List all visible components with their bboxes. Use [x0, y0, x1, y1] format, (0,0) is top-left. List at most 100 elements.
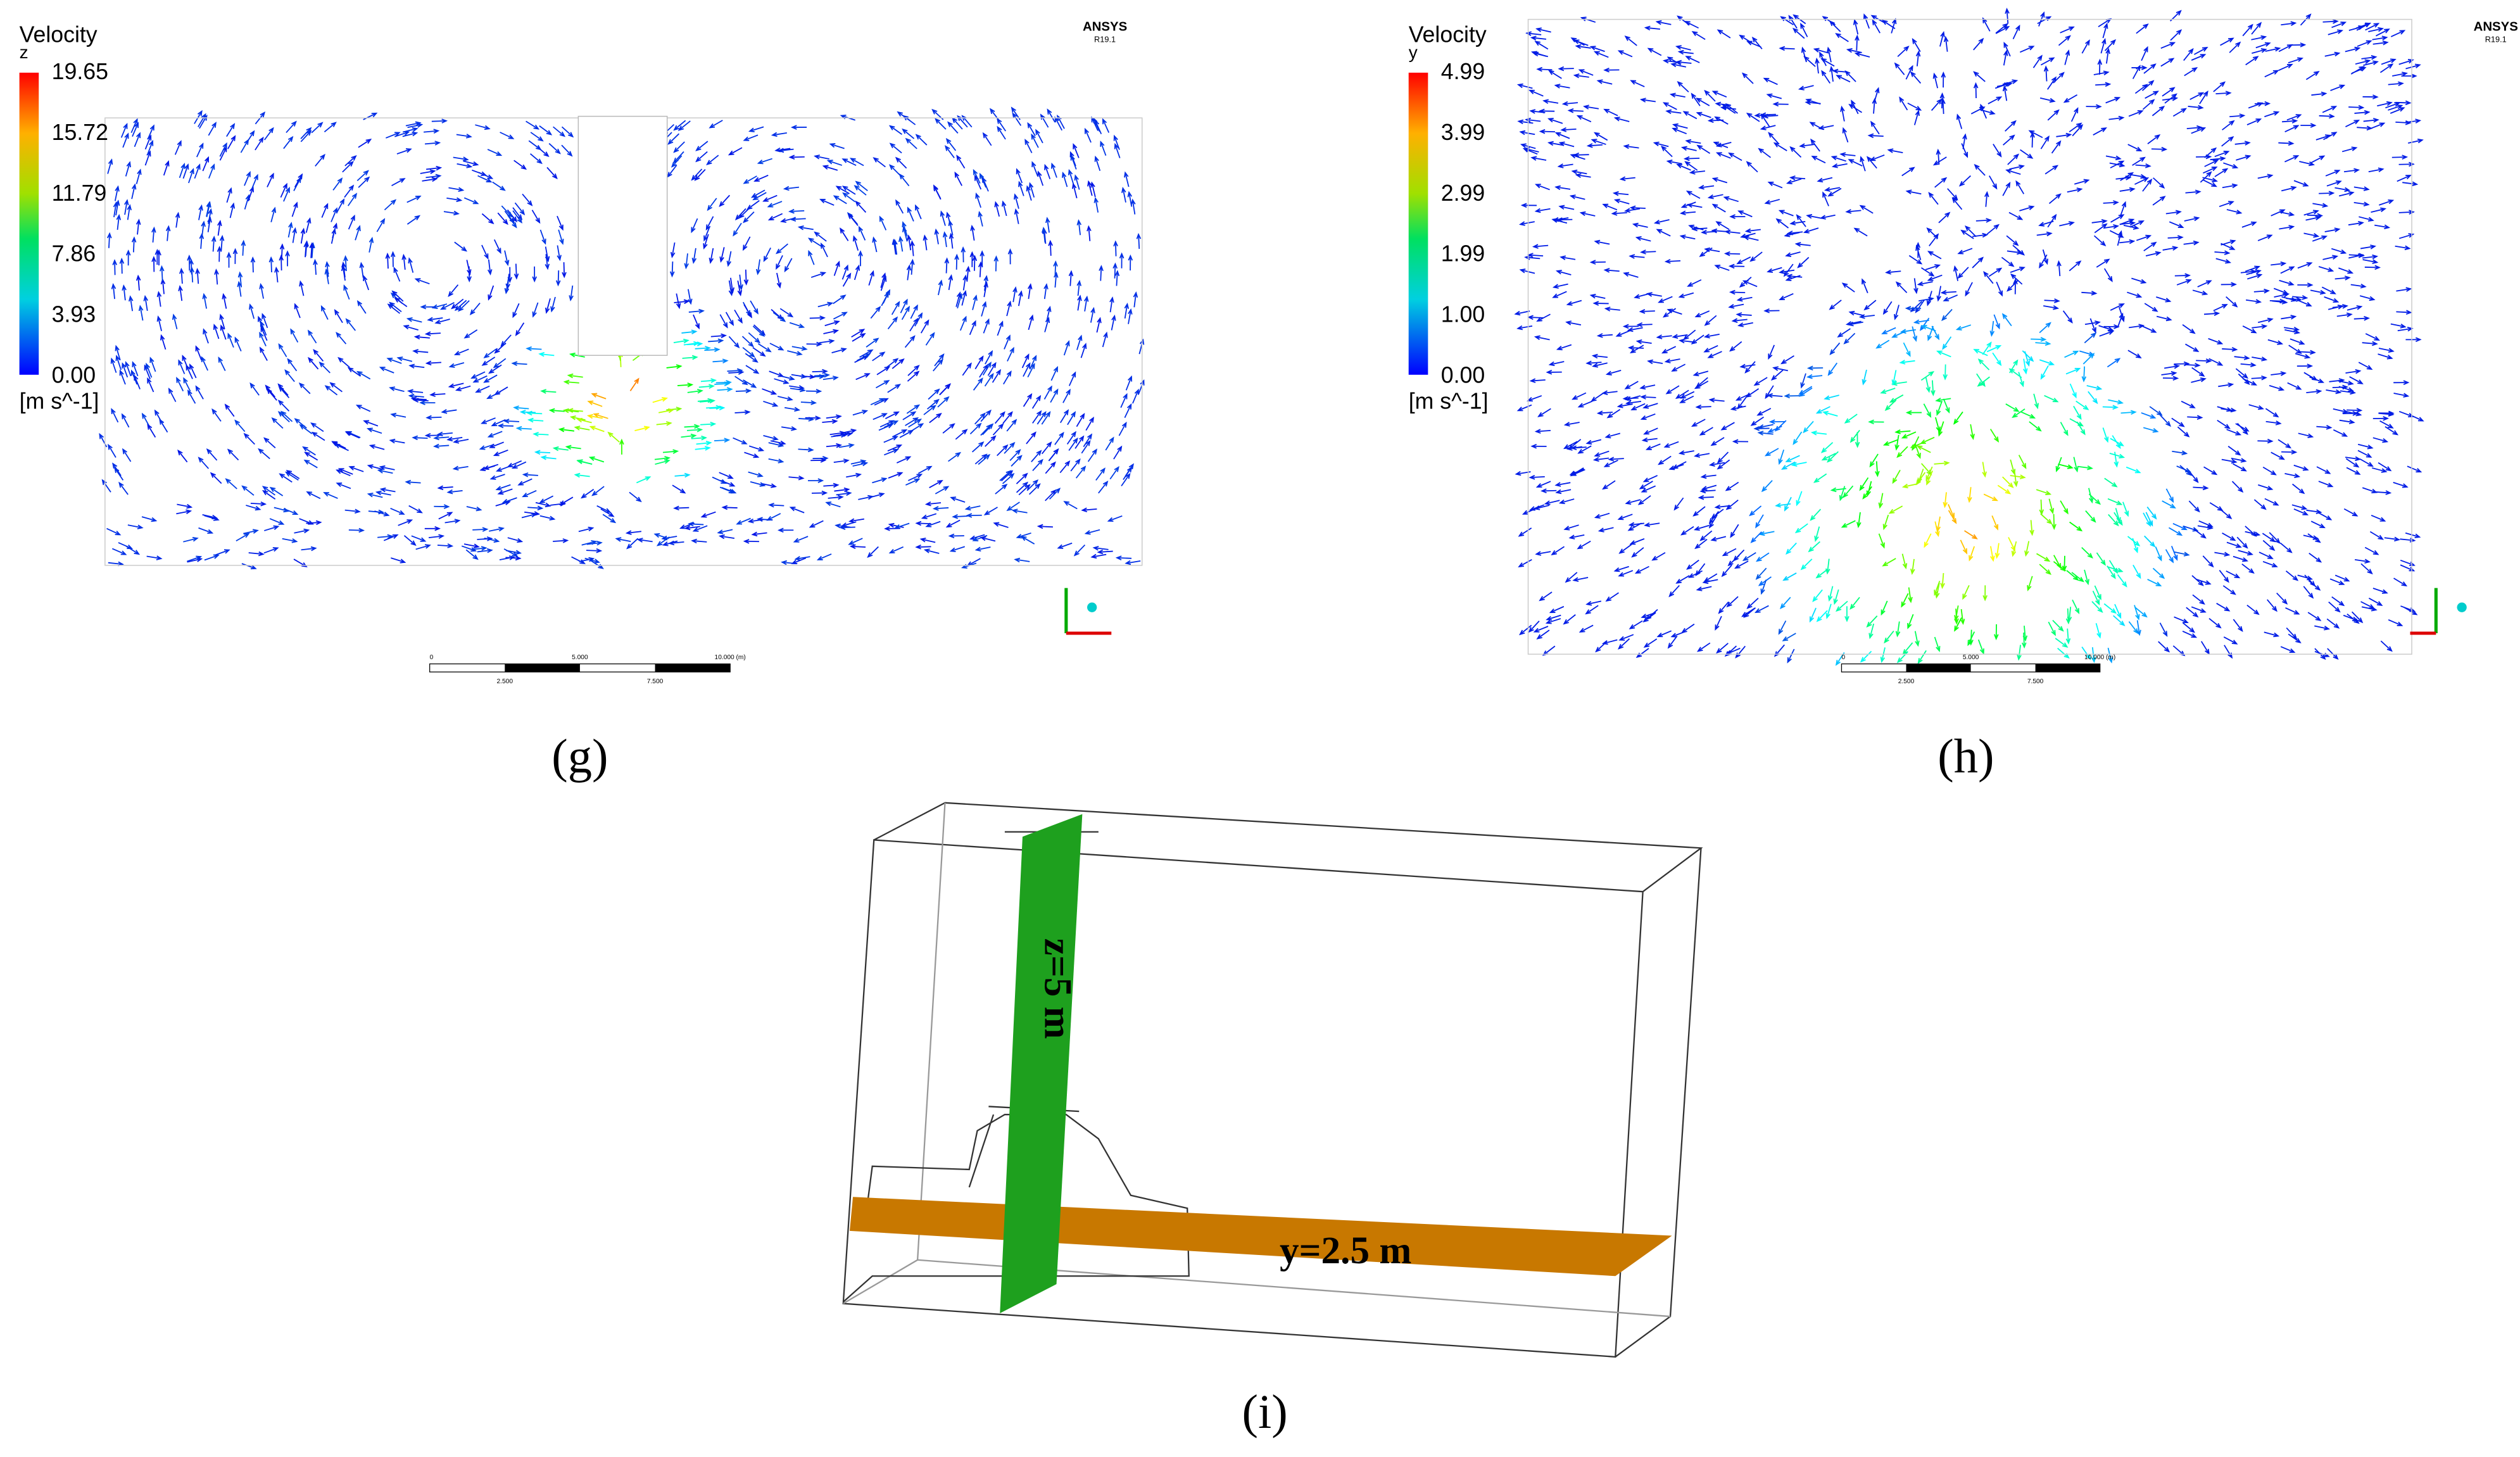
arrow: [1792, 431, 1803, 445]
arrow: [457, 163, 472, 168]
arrow: [916, 546, 931, 548]
arrow-head: [536, 158, 543, 165]
arrow: [1697, 586, 1712, 591]
arrow-head: [1666, 159, 1673, 165]
arrow: [718, 529, 733, 534]
arrow: [2388, 619, 2402, 626]
arrow-head: [453, 439, 460, 444]
arrow-head: [954, 171, 960, 178]
arrow: [300, 130, 312, 142]
arrow: [776, 255, 783, 269]
arrow-head: [576, 459, 583, 464]
arrow: [2309, 552, 2321, 562]
arrow-head: [2048, 360, 2055, 366]
arrow: [985, 351, 993, 365]
arrow-head: [2321, 91, 2328, 97]
arrow: [471, 547, 486, 550]
arrow: [146, 363, 153, 378]
arrow-head: [2241, 466, 2247, 472]
arrow: [384, 199, 396, 211]
arrow: [899, 237, 904, 252]
arrow: [1087, 449, 1097, 462]
arrow: [2331, 596, 2344, 606]
arrow: [492, 181, 505, 191]
arrow: [245, 130, 255, 144]
arrow: [1593, 355, 1608, 358]
arrow: [1603, 480, 1616, 489]
arrow-head: [178, 285, 183, 291]
arrow-head: [1094, 155, 1099, 162]
arrow-head: [1083, 295, 1089, 302]
arrow: [2204, 148, 2216, 158]
arrow-head: [386, 357, 393, 363]
arrow-head: [2206, 171, 2212, 177]
arrow-head: [2005, 182, 2011, 188]
arrow: [2191, 367, 2205, 377]
arrow-head: [2333, 653, 2339, 660]
arrow: [1856, 35, 1858, 51]
arrow: [1606, 370, 1622, 375]
arrow: [1843, 282, 1855, 293]
arrow: [1640, 310, 1655, 312]
arrow: [278, 344, 287, 358]
arrow-head: [1963, 151, 1969, 158]
arrow: [204, 555, 218, 561]
arrow: [343, 286, 350, 300]
arrow: [2071, 572, 2084, 582]
arrow: [2284, 125, 2298, 132]
arrow-head: [1525, 31, 1532, 36]
arrow-head: [1772, 366, 1779, 371]
arrow: [2174, 275, 2189, 277]
arrow: [2160, 415, 2171, 427]
arrow: [2156, 315, 2171, 320]
arrow: [1528, 621, 1540, 633]
arrow: [2329, 379, 2344, 382]
arrow-head: [1936, 410, 1941, 416]
arrow: [1559, 68, 1574, 70]
arrow: [1641, 413, 1656, 420]
arrow: [474, 375, 488, 383]
arrow: [144, 136, 151, 150]
arrow: [671, 242, 676, 257]
arrow-head: [2379, 517, 2386, 522]
arrow-head: [1732, 439, 1739, 445]
arrow: [744, 451, 759, 458]
arrow: [1941, 291, 1956, 294]
arrow-head: [159, 265, 165, 272]
arrow-head: [1009, 441, 1016, 448]
arrow: [2062, 310, 2073, 323]
arrow-head: [259, 346, 265, 353]
arrow-head: [1932, 160, 1939, 166]
arrow-head: [945, 383, 951, 389]
arrow-head: [2112, 482, 2118, 488]
arrow: [2310, 155, 2324, 163]
arrow: [130, 119, 138, 134]
arrow-head: [565, 445, 572, 450]
arrow: [933, 186, 942, 200]
arrow: [448, 284, 459, 296]
arrow: [2346, 467, 2360, 475]
arrow: [1935, 417, 1940, 432]
arrow-head: [1064, 460, 1071, 467]
arrow: [434, 445, 450, 447]
arrow-head: [99, 432, 104, 439]
arrow-head: [1663, 443, 1670, 448]
arrow: [2350, 284, 2366, 287]
arrow: [1822, 16, 1836, 25]
arrow: [1574, 74, 1589, 78]
arrow: [2035, 342, 2050, 344]
arrow: [2145, 512, 2153, 526]
arrow: [482, 356, 496, 366]
arrow: [2135, 164, 2150, 167]
arrow-head: [929, 332, 935, 338]
arrow: [1746, 388, 1760, 398]
arrow-head: [2326, 425, 2333, 430]
arrow: [2319, 115, 2334, 117]
arrow-head: [1585, 439, 1592, 445]
arrow-head: [1714, 116, 1720, 122]
arrow: [2324, 229, 2340, 232]
arrow-head: [945, 145, 950, 151]
arrow: [870, 306, 881, 319]
arrow-head: [2097, 607, 2103, 613]
arrow: [463, 160, 478, 166]
